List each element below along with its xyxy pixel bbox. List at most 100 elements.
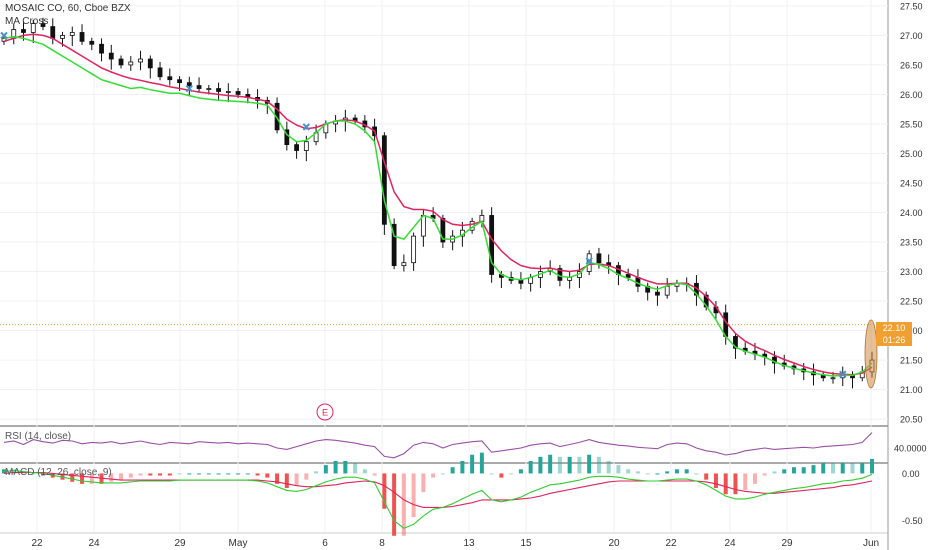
rsi-label[interactable]: RSI (14, close) (5, 431, 72, 442)
candle[interactable] (664, 285, 670, 296)
macd-histogram-bar (821, 463, 826, 474)
macd-histogram-bar (489, 473, 494, 475)
candle[interactable] (830, 377, 836, 380)
candle[interactable] (60, 35, 65, 39)
macd-histogram-bar (158, 473, 163, 476)
macd-histogram-bar (119, 473, 124, 480)
candle[interactable] (489, 215, 495, 275)
candle[interactable] (303, 141, 309, 151)
candle[interactable] (138, 58, 143, 63)
x-tick-label: 8 (379, 538, 385, 549)
ma-cross-label[interactable]: MA Cross (5, 16, 49, 27)
macd-histogram-bar (596, 456, 601, 474)
candle[interactable] (381, 135, 387, 225)
candle[interactable] (625, 274, 631, 278)
candle[interactable] (196, 85, 202, 89)
countdown-tag: 01:26 (876, 334, 912, 346)
candle[interactable] (655, 291, 660, 296)
macd-label[interactable]: MACD (12, 26, close, 9) (5, 467, 112, 478)
candle[interactable] (235, 91, 241, 95)
candle[interactable] (128, 61, 134, 66)
candle[interactable] (284, 129, 290, 146)
macd-signal-line[interactable] (3, 471, 873, 508)
x-tick-label: 29 (781, 538, 793, 549)
candle[interactable] (596, 253, 602, 264)
macd-histogram-bar (762, 473, 767, 476)
macd-histogram-bar (70, 473, 75, 482)
price-axis[interactable]: 27.50 27.00 26.50 26.00 25.50 25.00 24.50 24.00… (894, 1, 927, 526)
macd-histogram-bar (850, 463, 855, 474)
candle[interactable] (206, 88, 212, 90)
macd-histogram-bar (216, 473, 221, 475)
candle[interactable] (411, 235, 417, 264)
candle[interactable] (479, 215, 485, 222)
x-tick-label: Jun (863, 538, 879, 549)
candle[interactable] (177, 79, 182, 84)
candle[interactable] (216, 88, 221, 92)
candle[interactable] (118, 58, 124, 66)
fast-ma-line[interactable] (3, 35, 873, 377)
candle[interactable] (391, 223, 397, 267)
macd-line[interactable] (3, 470, 873, 529)
ma-cross-marker (185, 84, 194, 93)
candle[interactable] (225, 91, 231, 93)
macd-pane[interactable] (2, 452, 874, 536)
y-tick-label: 23.50 (900, 238, 923, 248)
candle[interactable] (147, 58, 153, 69)
candle[interactable] (294, 144, 299, 151)
macd-histogram-bar (323, 465, 328, 474)
candle[interactable] (440, 218, 446, 243)
candle[interactable] (157, 67, 163, 78)
price-pane[interactable] (0, 17, 888, 389)
chart-title[interactable]: MOSAIC CO, 60, Cboe BZX (5, 3, 131, 14)
candle[interactable] (186, 82, 192, 86)
macd-histogram-bar (791, 467, 796, 474)
candle[interactable] (79, 32, 85, 42)
macd-histogram-bar (167, 473, 172, 476)
macd-histogram-bar (304, 473, 309, 480)
candle[interactable] (21, 29, 26, 33)
candle[interactable] (99, 43, 104, 54)
macd-histogram-bar (284, 473, 289, 488)
candle[interactable] (89, 40, 95, 45)
x-tick-label: 6 (322, 538, 328, 549)
macd-histogram-bar (353, 463, 358, 474)
macd-histogram-bar (723, 473, 728, 495)
y-tick-label: 25.50 (900, 119, 923, 129)
macd-histogram-bar (411, 473, 416, 518)
macd-histogram-bar (684, 469, 689, 474)
rsi-pane[interactable] (3, 432, 873, 459)
rsi-y-tick-label: 40.0000 (894, 444, 927, 454)
macd-histogram-bar (577, 456, 582, 474)
slow-ma-line[interactable] (3, 33, 873, 376)
candle[interactable] (420, 215, 426, 237)
candle[interactable] (108, 52, 114, 60)
y-tick-label: 22.50 (900, 297, 923, 307)
macd-histogram-bar (567, 456, 572, 474)
candle[interactable] (50, 26, 56, 39)
macd-histogram-bar (870, 458, 874, 474)
macd-histogram-bar (148, 473, 153, 476)
macd-histogram-bar (538, 456, 543, 474)
macd-histogram-bar (645, 473, 650, 475)
time-axis[interactable]: 22 24 29 May 6 8 13 15 20 22 24 29 Jun (31, 538, 879, 549)
candle[interactable] (30, 23, 36, 33)
y-tick-label: 24.50 (900, 178, 923, 188)
macd-histogram-bar (333, 460, 338, 474)
rsi-line[interactable] (3, 432, 873, 459)
price-tag: 22.10 (876, 322, 912, 334)
candle[interactable] (733, 336, 738, 349)
candle[interactable] (518, 279, 524, 284)
macd-histogram-bar (548, 454, 553, 474)
candle[interactable] (69, 32, 75, 36)
macd-histogram-bar (294, 473, 299, 486)
macd-histogram-bar (60, 473, 65, 480)
earnings-marker[interactable] (316, 403, 334, 421)
highlight-ellipse (864, 319, 878, 389)
candle[interactable] (40, 23, 46, 27)
macd-histogram-bar (704, 473, 709, 480)
candle[interactable] (167, 76, 173, 81)
candle[interactable] (401, 262, 407, 267)
macd-histogram-bar (460, 460, 465, 474)
